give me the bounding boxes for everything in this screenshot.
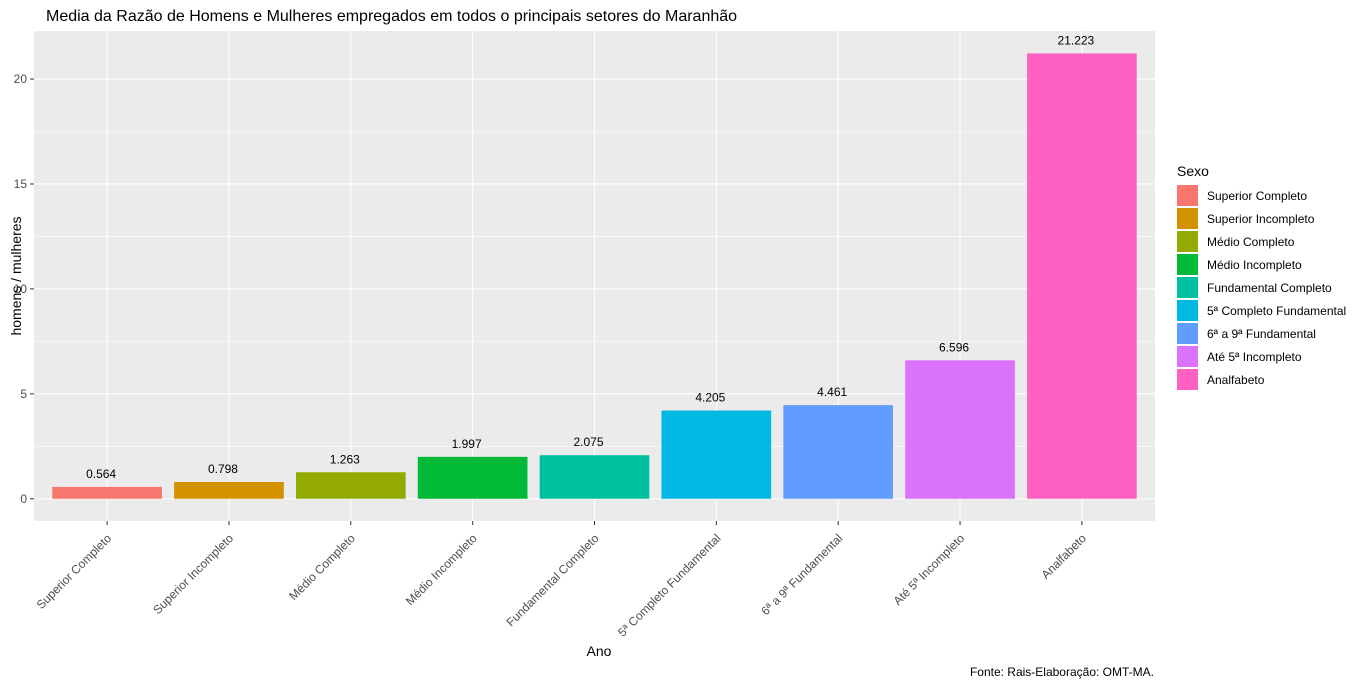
- bar-value-label: 1.997: [452, 437, 482, 451]
- bar-value-label: 2.075: [573, 435, 603, 449]
- bar: [661, 410, 772, 499]
- legend-label: Analfabeto: [1207, 373, 1265, 387]
- x-tick-label: Superior Incompleto: [150, 531, 236, 617]
- legend-label: 6ª a 9ª Fundamental: [1207, 327, 1316, 341]
- y-tick-label: 20: [14, 72, 28, 86]
- x-tick-label: Fundamental Completo: [504, 531, 602, 629]
- y-tick-label: 5: [20, 387, 27, 401]
- bar: [295, 472, 406, 499]
- x-tick-label: Analfabeto: [1039, 531, 1090, 582]
- bars: [52, 53, 1137, 499]
- x-axis: Superior Completo Superior Incompleto Médi…: [34, 521, 1090, 640]
- legend-label: Superior Completo: [1207, 189, 1307, 203]
- bar-value-label: 21.223: [1058, 33, 1095, 47]
- bar-value-label: 1.263: [330, 452, 360, 466]
- bar: [1027, 53, 1137, 499]
- legend-label: Superior Incompleto: [1207, 212, 1315, 226]
- y-tick-label: 0: [20, 492, 27, 506]
- bar: [417, 456, 528, 499]
- y-tick-label: 10: [14, 282, 28, 296]
- x-tick-label: Superior Completo: [34, 531, 115, 612]
- y-axis-title: homens / mulheres: [8, 216, 24, 335]
- bar-value-label: 4.461: [817, 385, 847, 399]
- x-axis-title: Ano: [587, 643, 612, 659]
- legend-key: [1177, 231, 1198, 252]
- legend-key: [1177, 277, 1198, 298]
- legend-label: Médio Completo: [1207, 235, 1295, 249]
- legend-key: [1177, 300, 1198, 321]
- y-tick-label: 15: [14, 177, 28, 191]
- bar: [539, 455, 650, 499]
- legend-key: [1177, 346, 1198, 367]
- legend-key: [1177, 185, 1198, 206]
- bar: [52, 486, 162, 499]
- chart-title: Media da Razão de Homens e Mulheres empr…: [46, 8, 737, 25]
- bar: [905, 360, 1015, 499]
- bar-value-label: 0.798: [208, 462, 238, 476]
- y-axis: 0 5 10 15 20: [14, 72, 34, 506]
- legend-key: [1177, 208, 1198, 229]
- bar-value-label: 4.205: [695, 391, 725, 405]
- legend-key: [1177, 323, 1198, 344]
- x-tick-label: Até 5ª Incompleto: [890, 531, 967, 608]
- x-tick-label: Médio Incompleto: [403, 531, 480, 608]
- gridlines: [34, 31, 1155, 521]
- legend: Sexo Superior Completo Superior Incomplet…: [1177, 163, 1346, 390]
- legend-key: [1177, 254, 1198, 275]
- bar: [174, 482, 284, 499]
- legend-label: Médio Incompleto: [1207, 258, 1302, 272]
- legend-label: Até 5ª Incompleto: [1207, 350, 1302, 364]
- x-tick-label: 5ª Completo Fundamental: [615, 531, 723, 639]
- x-tick-label: 6ª a 9ª Fundamental: [758, 531, 845, 618]
- x-tick-label: Médio Completo: [286, 531, 358, 603]
- bar-value-label: 6.596: [939, 340, 969, 354]
- legend-label: Fundamental Completo: [1207, 281, 1332, 295]
- legend-title: Sexo: [1177, 163, 1209, 179]
- caption: Fonte: Rais-Elaboração: OMT-MA.: [970, 665, 1154, 679]
- value-labels: 0.564 0.798 1.263 1.997 2.075 4.205 4.461 6.596…: [86, 33, 1094, 481]
- legend-key: [1177, 369, 1198, 390]
- legend-label: 5ª Completo Fundamental: [1207, 304, 1346, 318]
- bar-value-label: 0.564: [86, 467, 116, 481]
- bar: [783, 405, 894, 499]
